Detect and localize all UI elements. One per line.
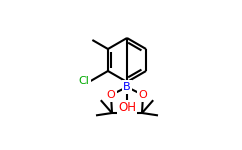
Text: O: O [139, 90, 147, 100]
Text: O: O [107, 90, 115, 100]
Text: B: B [123, 82, 131, 92]
Text: Cl: Cl [79, 76, 90, 86]
Text: OH: OH [118, 101, 136, 114]
